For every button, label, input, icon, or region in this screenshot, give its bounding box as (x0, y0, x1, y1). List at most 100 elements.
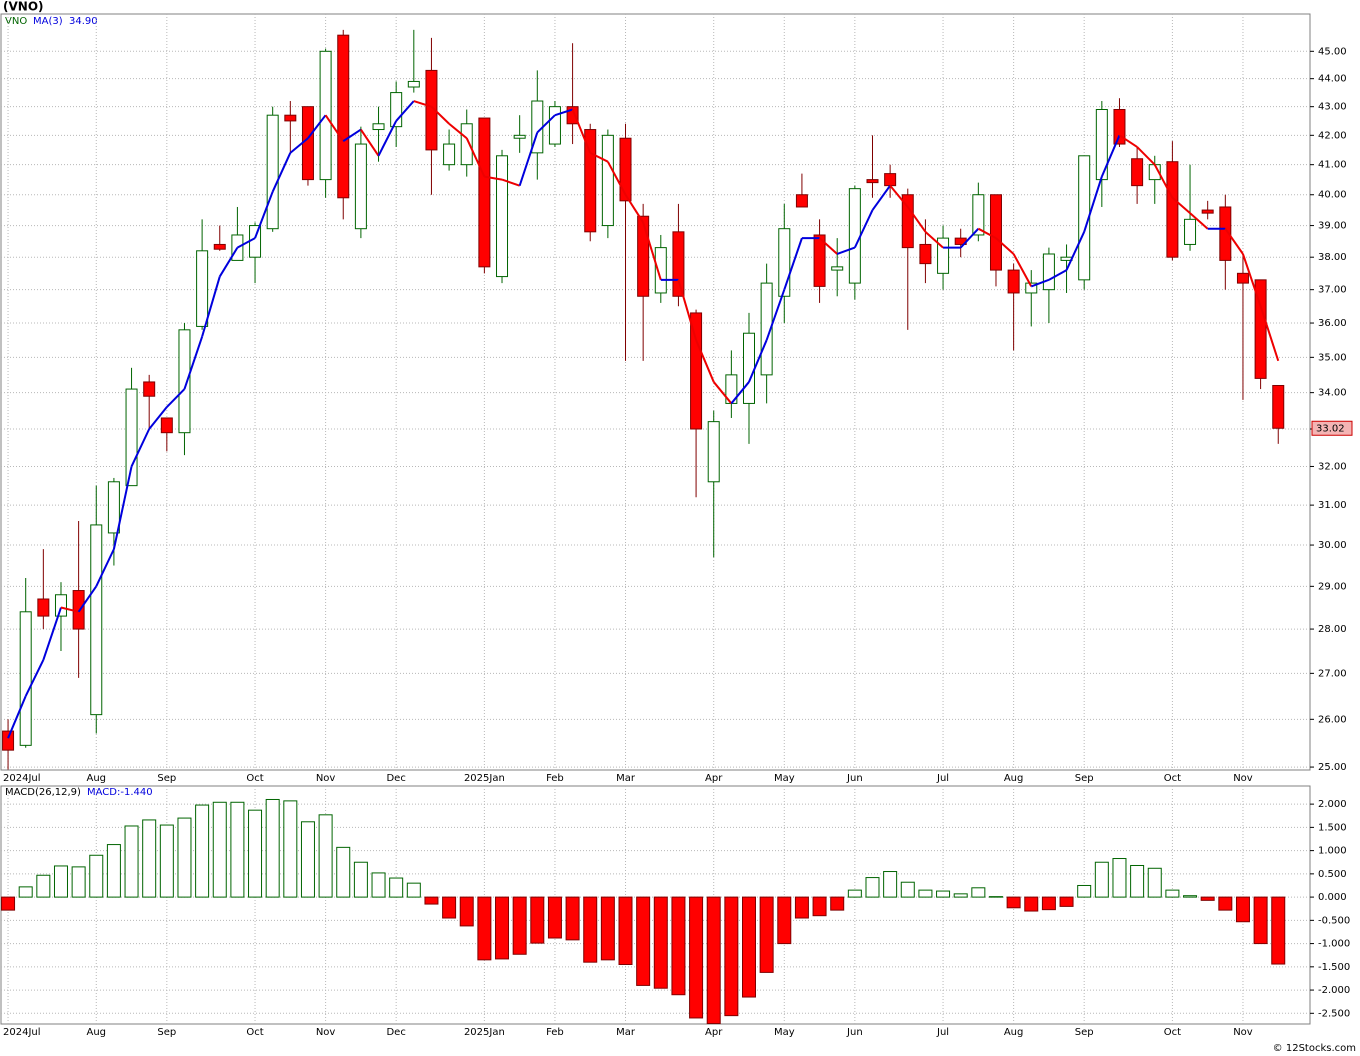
ma-segment (836, 246, 856, 255)
macd-bar (1024, 896, 1039, 912)
y-tick-label: 32.00 (1318, 461, 1347, 472)
x-tick-label: Oct (1164, 773, 1181, 784)
macd-bar (89, 854, 104, 898)
ma-segment (236, 237, 256, 249)
ma-segment (1242, 253, 1262, 307)
macd-bar (759, 896, 774, 973)
x-tick-label: May (774, 1027, 795, 1038)
macd-bar (353, 861, 368, 898)
x-tick-label: Aug (86, 1027, 106, 1038)
candle-body (901, 194, 914, 249)
ma-segment (695, 339, 715, 383)
candle-body (337, 34, 350, 199)
x-tick-label: Oct (246, 1027, 263, 1038)
candle-body (778, 228, 791, 297)
ma-segment (712, 381, 733, 405)
candle-body (884, 173, 897, 187)
candle-body (54, 594, 67, 617)
candle-body (72, 590, 85, 630)
ma-segment (642, 222, 662, 281)
macd-bar (1112, 858, 1127, 898)
ma-segment (484, 175, 503, 181)
macd-bar (900, 881, 915, 898)
macd-bar (971, 887, 986, 898)
ma-segment (1153, 164, 1174, 199)
x-tick-label: Sep (1075, 773, 1094, 784)
x-tick-label: 2024Jul (3, 1027, 41, 1038)
x-tick-label: Sep (157, 773, 176, 784)
ma-legend-value: 34.90 (69, 16, 98, 27)
macd-bar (953, 893, 968, 898)
candle-body (478, 117, 491, 268)
y-tick-label: 41.00 (1318, 160, 1347, 171)
candle-body (1042, 253, 1055, 291)
x-tick-label: Nov (1233, 1027, 1253, 1038)
candle-body (407, 80, 420, 88)
y-tick-label: 28.00 (1318, 624, 1347, 635)
ma-segment (183, 336, 204, 390)
ma-segment (201, 276, 221, 337)
candle-body (1166, 161, 1179, 258)
macd-bar (53, 865, 68, 898)
ma-segment (254, 191, 274, 239)
macd-bar (1130, 864, 1145, 898)
y-tick-label: 38.00 (1318, 252, 1347, 263)
ma-segment (853, 209, 874, 249)
ma-segment (589, 151, 609, 163)
candle-body (1184, 218, 1197, 245)
macd-bar (1165, 889, 1180, 898)
macd-bar (512, 896, 527, 955)
candle-body (496, 155, 509, 278)
macd-bar (777, 896, 792, 945)
candle-body (831, 266, 844, 271)
macd-bar (1183, 895, 1198, 898)
ma-segment (95, 548, 115, 587)
macd-bar (283, 800, 298, 898)
y-tick-label: 40.00 (1318, 190, 1347, 201)
macd-bar (106, 844, 121, 898)
ma-segment (218, 247, 239, 278)
y-tick-label: 26.00 (1318, 714, 1347, 725)
ma-segment (112, 466, 133, 550)
y-tick-label: 37.00 (1318, 285, 1347, 296)
y-tick-label: 45.00 (1318, 46, 1347, 57)
ma-segment (977, 227, 997, 240)
macd-panel (0, 785, 1311, 1025)
x-tick-label: Jun (846, 1027, 863, 1038)
ma-segment (624, 194, 644, 223)
macd-bar (1041, 896, 1056, 911)
y-tick-label: -2.000 (1318, 985, 1350, 996)
x-tick-label: Apr (705, 1027, 723, 1038)
candle-body (443, 143, 456, 166)
ma-segment (60, 606, 79, 613)
y-tick-label: 43.00 (1318, 102, 1347, 113)
macd-bar (142, 819, 157, 898)
ma-segment (1136, 146, 1156, 166)
ma-segment (818, 237, 838, 255)
macd-legend: MACD:-1.440 (87, 787, 153, 798)
ma-segment (1030, 278, 1050, 288)
macd-bar (1200, 896, 1215, 901)
macd-bar (336, 846, 351, 898)
last-price-tag (1311, 420, 1353, 436)
x-tick-label: Jul (936, 1027, 949, 1038)
ma-segment (1171, 197, 1191, 214)
macd-bar (424, 896, 439, 905)
macd-bar (124, 825, 139, 898)
macd-bar (1077, 884, 1092, 898)
x-tick-label: Feb (546, 773, 564, 784)
ma-segment (1048, 269, 1068, 281)
candle-body (548, 106, 561, 145)
macd-bar (988, 896, 1003, 898)
y-tick-label: 0.500 (1318, 869, 1347, 880)
macd-bar (671, 896, 686, 996)
ma-segment (1083, 176, 1103, 233)
candle-body (2, 730, 15, 751)
candle-body (760, 282, 773, 376)
y-tick-label: 2.000 (1318, 799, 1347, 810)
macd-bar (1253, 896, 1268, 945)
x-tick-label: Mar (616, 773, 636, 784)
x-tick-label: Oct (246, 773, 263, 784)
ma-segment (765, 289, 786, 341)
